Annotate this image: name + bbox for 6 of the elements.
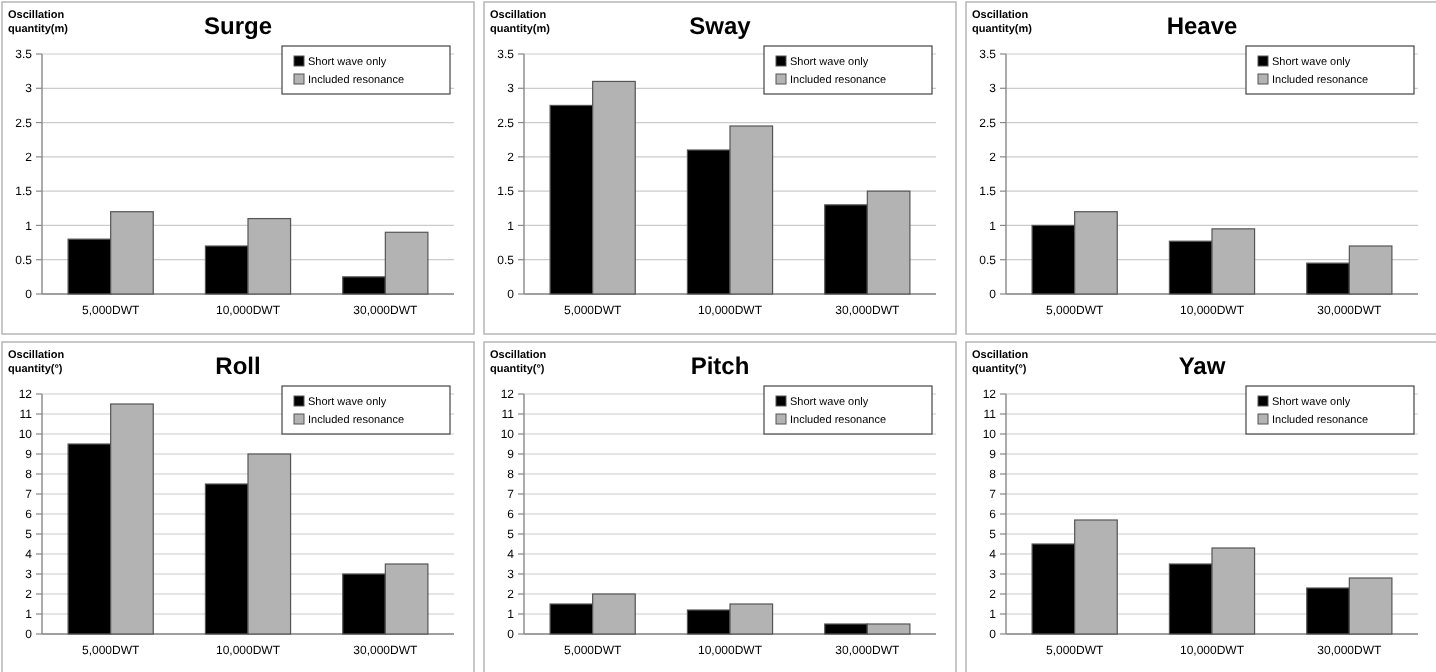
chart-title: Roll [215,352,261,380]
chart-title: Heave [1166,12,1238,40]
chart-title: Sway [689,12,752,40]
chart-title: Pitch [690,352,750,380]
chart-title: Yaw [1178,352,1227,380]
chart-title: Surge [203,12,273,40]
